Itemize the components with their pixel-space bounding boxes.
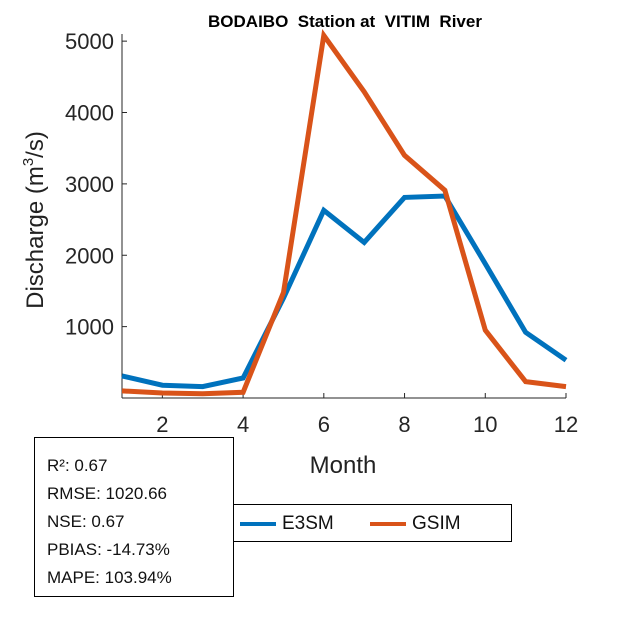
x-tick-label: 10 [473,412,497,437]
x-tick-label: 12 [554,412,578,437]
y-tick-label: 2000 [65,243,114,268]
legend-swatch-e3sm [240,522,276,526]
axes [121,34,567,399]
x-tick-label: 6 [318,412,330,437]
series-line-e3sm [121,193,568,390]
stat-nse: NSE: 0.67 [47,512,125,531]
series-layer [121,28,568,397]
y-tick-label: 4000 [65,101,114,126]
plot-area [122,34,566,398]
y-axis-label-superscript: 3 [20,158,37,166]
legend-item-e3sm: E3SM [240,505,334,543]
series-line-gsim [121,28,567,397]
legend-item-gsim: GSIM [370,505,461,543]
stats-box: R²: 0.67 RMSE: 1020.66 NSE: 0.67 PBIAS: … [34,437,234,597]
y-tick-label: 1000 [65,315,114,340]
x-tick-label: 8 [398,412,410,437]
tick-labels: 2 4 6 8 10 12 1000 2000 3000 4000 5000 [65,29,578,437]
chart-title: BODAIBO Station at VITIM River [208,12,482,31]
y-axis-label: Discharge (m3/s) [20,131,49,309]
x-axis-label: Month [310,452,377,479]
y-axis-label-main: Discharge (m [22,166,49,309]
x-tick-label: 4 [237,412,249,437]
stat-mape: MAPE: 103.94% [47,568,172,587]
y-tick-label: 5000 [65,29,114,54]
legend-swatch-gsim [370,522,406,526]
legend-label-e3sm: E3SM [282,513,334,534]
y-axis-label-end: /s) [22,131,49,158]
y-tick-label: 3000 [65,172,114,197]
legend-label-gsim: GSIM [412,513,461,534]
stat-pbias: PBIAS: -14.73% [47,540,170,559]
x-tick-label: 2 [156,412,168,437]
stat-rmse: RMSE: 1020.66 [47,484,168,503]
legend: E3SM GSIM [234,504,512,542]
stat-r2: R²: 0.67 [47,456,108,475]
